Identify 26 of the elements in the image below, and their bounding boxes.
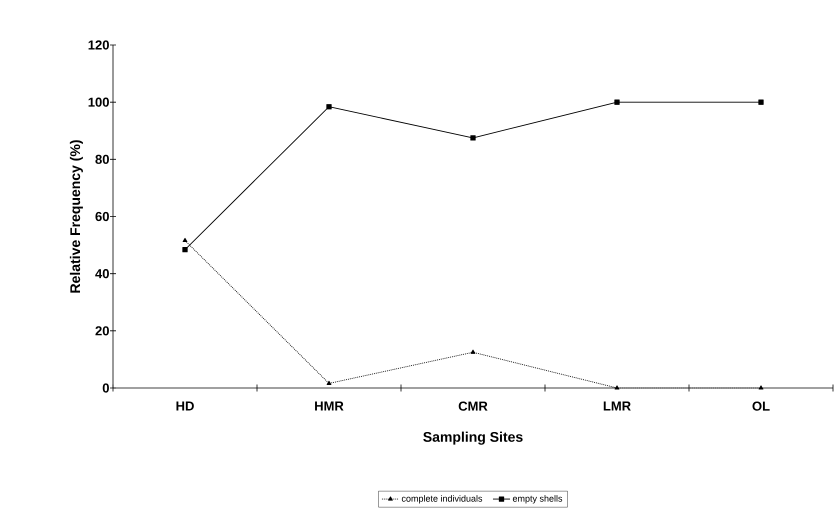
legend-label: complete individuals [402, 495, 482, 504]
x-axis-title: Sampling Sites [423, 432, 523, 445]
point [182, 238, 188, 242]
point [758, 100, 764, 105]
y-tick-label: 40 [95, 269, 109, 278]
legend-label: empty shells [512, 495, 562, 504]
point [470, 135, 476, 141]
y-tick-label: 120 [88, 40, 109, 50]
x-tick-label: LMR [604, 402, 631, 410]
point [182, 247, 188, 252]
x-tick-label: HD [176, 402, 194, 410]
y-tick-label: 100 [88, 98, 109, 107]
x-tick-label: HMR [315, 402, 344, 410]
point [614, 100, 620, 105]
y-axis-title: Relative Frequency (%) [70, 140, 83, 293]
point [758, 385, 764, 390]
y-tick-label: 0 [102, 383, 109, 393]
point [614, 385, 620, 390]
x-tick-label: OL [752, 402, 770, 411]
point [470, 350, 476, 354]
x-tick-label: CMR [458, 402, 488, 411]
point [326, 380, 332, 385]
y-tick-label: 20 [95, 326, 109, 336]
y-tick-label: 60 [95, 212, 109, 222]
point [326, 104, 332, 110]
y-tick-label: 80 [95, 154, 109, 164]
